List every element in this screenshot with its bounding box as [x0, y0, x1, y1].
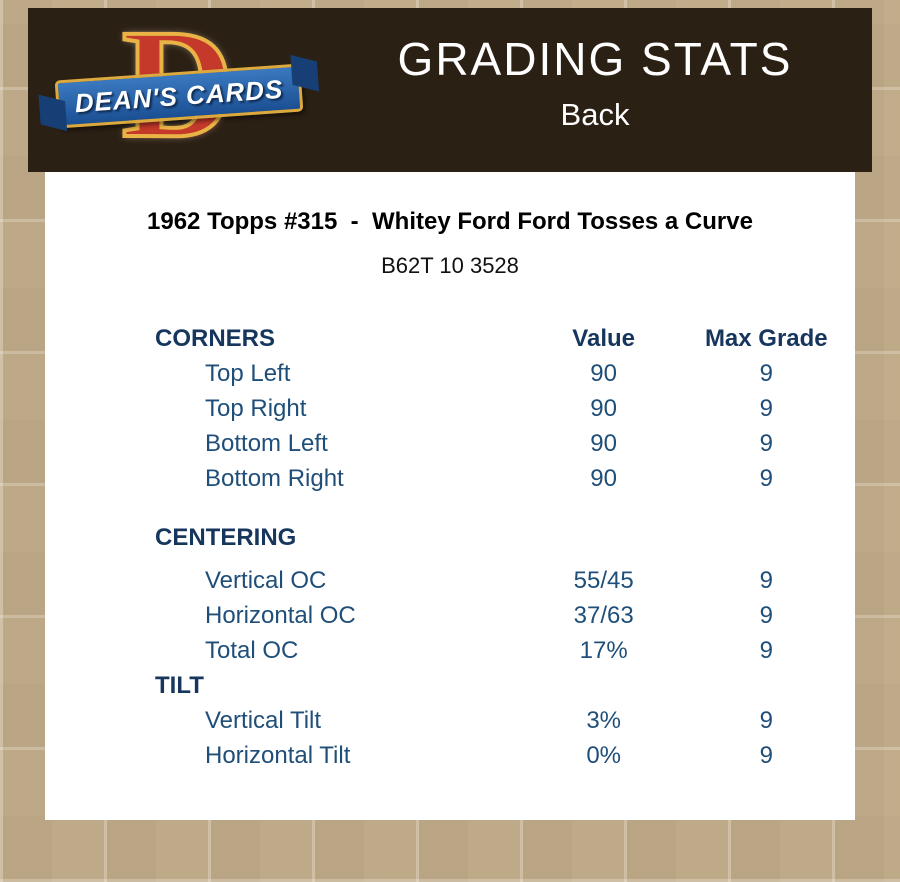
row-value: 55/45 — [573, 566, 634, 594]
table-row: Vertical Tilt 3% 9 — [155, 703, 855, 738]
section-header-tilt: TILT — [155, 668, 855, 703]
logo-area: D DEAN'S CARDS — [28, 0, 318, 172]
card-side-label: Back — [560, 96, 630, 132]
table-row: Bottom Right 90 9 — [155, 461, 855, 496]
section-name: TILT — [155, 671, 204, 699]
section-header-corners: CORNERS Value Max Grade — [155, 321, 855, 356]
section-name: CORNERS — [155, 324, 276, 352]
row-label: Horizontal Tilt — [205, 741, 351, 769]
max-grade-column-header: Max Grade — [704, 324, 828, 352]
table-row: Bottom Left 90 9 — [155, 426, 855, 461]
row-value: 37/63 — [573, 601, 634, 629]
value-column-header: Value — [572, 324, 636, 352]
row-label: Bottom Right — [205, 464, 344, 492]
table-row: Horizontal OC 37/63 9 — [155, 598, 855, 633]
row-max-grade: 9 — [759, 394, 773, 422]
row-max-grade: 9 — [759, 706, 773, 734]
row-value: 17% — [579, 636, 628, 664]
table-row: Total OC 17% 9 — [155, 633, 855, 668]
row-max-grade: 9 — [759, 601, 773, 629]
section-name: CENTERING — [155, 523, 297, 551]
table-row: Vertical OC 55/45 9 — [155, 563, 855, 598]
row-value: 0% — [586, 741, 621, 769]
card-code: B62T 10 3528 — [381, 253, 519, 279]
deans-cards-logo[interactable]: D DEAN'S CARDS — [50, 0, 305, 167]
row-value: 90 — [590, 429, 617, 457]
stats-table: CORNERS Value Max Grade Top Left 90 9 To… — [155, 321, 855, 773]
row-label: Horizontal OC — [205, 601, 356, 629]
card-title: 1962 Topps #315 - Whitey Ford Ford Tosse… — [147, 208, 753, 235]
row-label: Top Right — [205, 394, 307, 422]
row-value: 3% — [586, 706, 621, 734]
row-label: Top Left — [205, 359, 291, 387]
table-row: Top Right 90 9 — [155, 391, 855, 426]
table-row: Top Left 90 9 — [155, 356, 855, 391]
header-text-block: GRADING STATS Back — [318, 8, 872, 172]
row-label: Total OC — [205, 636, 299, 664]
row-value: 90 — [590, 359, 617, 387]
row-max-grade: 9 — [759, 359, 773, 387]
logo-ribbon-banner: DEAN'S CARDS — [54, 63, 304, 129]
row-value: 90 — [590, 394, 617, 422]
report-panel: 1962 Topps #315 - Whitey Ford Ford Tosse… — [45, 172, 855, 820]
row-max-grade: 9 — [759, 464, 773, 492]
row-value: 90 — [590, 464, 617, 492]
header-bar: D DEAN'S CARDS GRADING STATS Back — [28, 0, 872, 172]
section-header-centering: CENTERING — [155, 496, 855, 563]
row-max-grade: 9 — [759, 741, 773, 769]
row-label: Vertical OC — [205, 566, 327, 594]
row-max-grade: 9 — [759, 566, 773, 594]
grading-stats-title: GRADING STATS — [397, 33, 793, 85]
table-row: Horizontal Tilt 0% 9 — [155, 738, 855, 773]
row-max-grade: 9 — [759, 636, 773, 664]
row-label: Bottom Left — [205, 429, 328, 457]
row-max-grade: 9 — [759, 429, 773, 457]
logo-brand-text: DEAN'S CARDS — [73, 73, 285, 118]
row-label: Vertical Tilt — [205, 706, 322, 734]
